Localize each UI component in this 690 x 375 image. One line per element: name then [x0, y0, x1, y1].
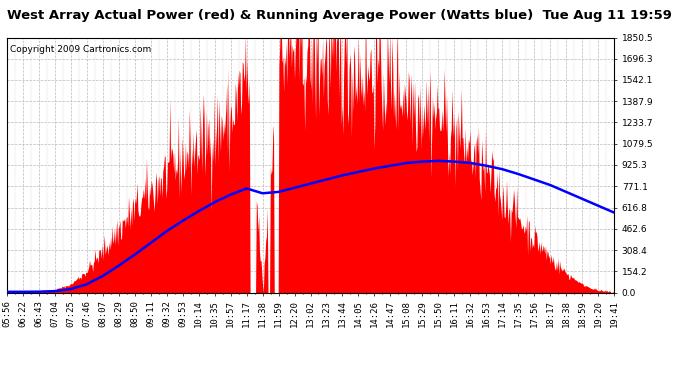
Text: Copyright 2009 Cartronics.com: Copyright 2009 Cartronics.com	[10, 45, 151, 54]
Text: West Array Actual Power (red) & Running Average Power (Watts blue)  Tue Aug 11 1: West Array Actual Power (red) & Running …	[7, 9, 672, 22]
